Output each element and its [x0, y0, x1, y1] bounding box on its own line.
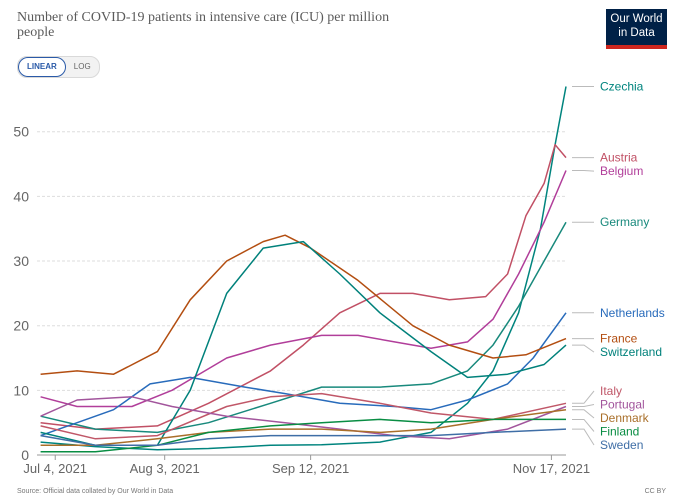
scale-toggle: LINEAR LOG	[17, 56, 100, 78]
x-tick-label: Sep 12, 2021	[272, 461, 349, 476]
series-line-finland	[40, 418, 566, 453]
legend-label-portugal: Portugal	[600, 398, 645, 412]
y-tick-label: 20	[13, 318, 29, 334]
series-line-france	[40, 234, 567, 375]
series-line-belgium	[40, 170, 567, 408]
legend-connector	[572, 418, 595, 432]
x-tick-label: Nov 17, 2021	[513, 461, 590, 476]
series-line-switzerland	[40, 240, 567, 447]
legend-label-france: France	[600, 332, 638, 346]
chart-title: Number of COVID-19 patients in intensive…	[17, 10, 390, 40]
legend-label-sweden: Sweden	[600, 438, 643, 452]
y-tick-label: 0	[21, 447, 29, 463]
y-tick-label: 40	[13, 188, 29, 204]
series-line-sweden	[40, 428, 567, 447]
legend-label-germany: Germany	[600, 215, 649, 229]
legend-label-switzerland: Switzerland	[600, 345, 662, 359]
y-tick-label: 30	[13, 253, 29, 269]
series-line-austria	[40, 143, 567, 430]
series-line-netherlands	[40, 312, 567, 437]
logo-line-1: Our World	[610, 13, 663, 25]
legend-connector	[572, 170, 595, 172]
legend-connector	[572, 390, 595, 404]
legend-connector	[572, 344, 595, 353]
source-note: Source: Official data collated by Our Wo…	[17, 488, 174, 495]
series-line-denmark	[40, 408, 567, 447]
license-note: CC BY	[644, 488, 666, 495]
legend-label-finland: Finland	[600, 425, 639, 439]
y-tick-label: 10	[13, 382, 29, 398]
linear-scale-button[interactable]: LINEAR	[18, 57, 66, 77]
x-tick-label: Aug 3, 2021	[130, 461, 200, 476]
legend-connector	[572, 404, 595, 408]
legend-connector	[572, 428, 595, 446]
legend-label-italy: Italy	[600, 384, 622, 398]
log-scale-button[interactable]: LOG	[73, 62, 91, 71]
legend-connector	[572, 409, 595, 419]
series-line-czechia	[40, 86, 567, 451]
series-line-italy	[40, 392, 567, 440]
legend-label-austria: Austria	[600, 151, 638, 165]
logo-line-2: in Data	[618, 27, 655, 39]
x-tick-label: Jul 4, 2021	[23, 461, 87, 476]
legend-label-belgium: Belgium	[600, 164, 643, 178]
legend-label-czechia: Czechia	[600, 79, 644, 93]
y-tick-label: 50	[13, 124, 29, 140]
owid-logo[interactable]: Our World in Data	[606, 9, 667, 49]
legend-label-denmark: Denmark	[600, 411, 650, 425]
legend-label-netherlands: Netherlands	[600, 306, 665, 320]
series-line-germany	[40, 221, 567, 434]
series-line-portugal	[40, 396, 567, 440]
